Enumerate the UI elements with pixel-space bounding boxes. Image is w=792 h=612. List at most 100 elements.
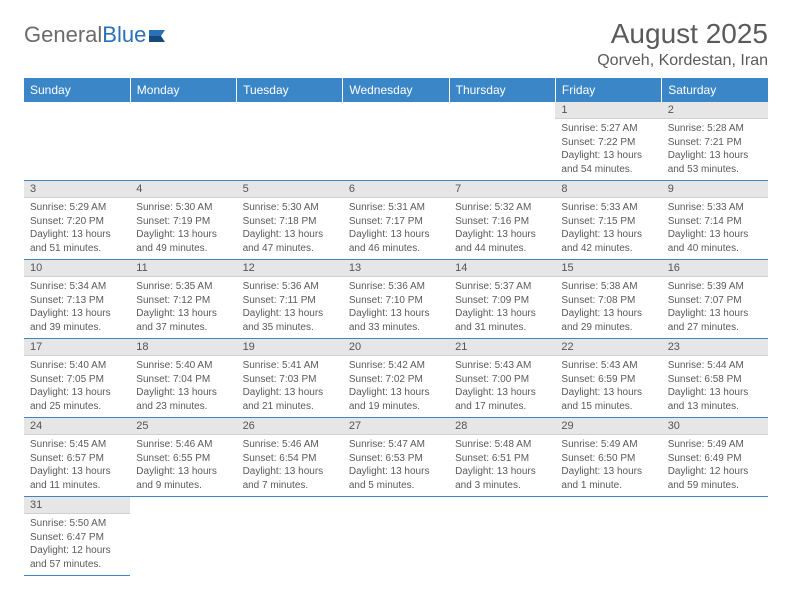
sunset-line: Sunset: 7:09 PM [455, 294, 549, 308]
calendar-cell: 19Sunrise: 5:41 AMSunset: 7:03 PMDayligh… [237, 339, 343, 418]
day-body: Sunrise: 5:38 AMSunset: 7:08 PMDaylight:… [555, 277, 661, 338]
day-body: Sunrise: 5:35 AMSunset: 7:12 PMDaylight:… [130, 277, 236, 338]
calendar-cell: 31Sunrise: 5:50 AMSunset: 6:47 PMDayligh… [24, 497, 130, 576]
calendar-cell-empty [130, 497, 236, 576]
sunrise-line: Sunrise: 5:28 AM [668, 122, 762, 136]
day-number: 22 [555, 339, 661, 356]
day-number: 16 [662, 260, 768, 277]
day-number: 29 [555, 418, 661, 435]
calendar-cell: 5Sunrise: 5:30 AMSunset: 7:18 PMDaylight… [237, 181, 343, 260]
calendar-cell-empty [24, 102, 130, 181]
calendar-head: SundayMondayTuesdayWednesdayThursdayFrid… [24, 78, 768, 102]
day-number: 24 [24, 418, 130, 435]
sunset-line: Sunset: 7:08 PM [561, 294, 655, 308]
calendar-cell: 25Sunrise: 5:46 AMSunset: 6:55 PMDayligh… [130, 418, 236, 497]
calendar-cell-empty [555, 497, 661, 576]
daylight-line: Daylight: 13 hours and 51 minutes. [30, 228, 124, 255]
sunset-line: Sunset: 7:04 PM [136, 373, 230, 387]
sunrise-line: Sunrise: 5:41 AM [243, 359, 337, 373]
calendar-cell: 12Sunrise: 5:36 AMSunset: 7:11 PMDayligh… [237, 260, 343, 339]
daylight-line: Daylight: 13 hours and 37 minutes. [136, 307, 230, 334]
day-header: Wednesday [343, 78, 449, 102]
calendar-cell-empty [662, 497, 768, 576]
daylight-line: Daylight: 13 hours and 15 minutes. [561, 386, 655, 413]
sunset-line: Sunset: 6:47 PM [30, 531, 124, 545]
calendar-cell: 26Sunrise: 5:46 AMSunset: 6:54 PMDayligh… [237, 418, 343, 497]
day-body: Sunrise: 5:36 AMSunset: 7:10 PMDaylight:… [343, 277, 449, 338]
day-body: Sunrise: 5:31 AMSunset: 7:17 PMDaylight:… [343, 198, 449, 259]
day-number: 18 [130, 339, 236, 356]
daylight-line: Daylight: 13 hours and 39 minutes. [30, 307, 124, 334]
sunrise-line: Sunrise: 5:33 AM [561, 201, 655, 215]
calendar-cell: 9Sunrise: 5:33 AMSunset: 7:14 PMDaylight… [662, 181, 768, 260]
calendar-cell: 1Sunrise: 5:27 AMSunset: 7:22 PMDaylight… [555, 102, 661, 181]
day-number: 30 [662, 418, 768, 435]
sunrise-line: Sunrise: 5:36 AM [349, 280, 443, 294]
daylight-line: Daylight: 13 hours and 25 minutes. [30, 386, 124, 413]
day-body: Sunrise: 5:33 AMSunset: 7:15 PMDaylight:… [555, 198, 661, 259]
sunrise-line: Sunrise: 5:49 AM [561, 438, 655, 452]
day-number: 9 [662, 181, 768, 198]
day-body: Sunrise: 5:41 AMSunset: 7:03 PMDaylight:… [237, 356, 343, 417]
sunset-line: Sunset: 7:11 PM [243, 294, 337, 308]
sunset-line: Sunset: 7:19 PM [136, 215, 230, 229]
daylight-line: Daylight: 12 hours and 59 minutes. [668, 465, 762, 492]
day-header: Sunday [24, 78, 130, 102]
day-body: Sunrise: 5:46 AMSunset: 6:55 PMDaylight:… [130, 435, 236, 496]
day-body: Sunrise: 5:30 AMSunset: 7:19 PMDaylight:… [130, 198, 236, 259]
sunrise-line: Sunrise: 5:47 AM [349, 438, 443, 452]
day-body: Sunrise: 5:49 AMSunset: 6:49 PMDaylight:… [662, 435, 768, 496]
daylight-line: Daylight: 13 hours and 5 minutes. [349, 465, 443, 492]
day-body: Sunrise: 5:47 AMSunset: 6:53 PMDaylight:… [343, 435, 449, 496]
calendar-cell: 30Sunrise: 5:49 AMSunset: 6:49 PMDayligh… [662, 418, 768, 497]
calendar-cell: 14Sunrise: 5:37 AMSunset: 7:09 PMDayligh… [449, 260, 555, 339]
calendar-cell: 10 Sunrise: 5:34 AMSunset: 7:13 PMDayligh… [24, 260, 130, 339]
calendar-cell: 22Sunrise: 5:43 AMSunset: 6:59 PMDayligh… [555, 339, 661, 418]
daylight-line: Daylight: 13 hours and 53 minutes. [668, 149, 762, 176]
day-header: Saturday [662, 78, 768, 102]
daylight-line: Daylight: 12 hours and 57 minutes. [30, 544, 124, 571]
calendar-cell: 2Sunrise: 5:28 AMSunset: 7:21 PMDaylight… [662, 102, 768, 181]
sunrise-line: Sunrise: 5:39 AM [668, 280, 762, 294]
sunset-line: Sunset: 7:22 PM [561, 136, 655, 150]
day-body: Sunrise: 5:40 AMSunset: 7:04 PMDaylight:… [130, 356, 236, 417]
sunrise-line: Sunrise: 5:38 AM [561, 280, 655, 294]
day-header: Monday [130, 78, 236, 102]
calendar-cell: 24Sunrise: 5:45 AMSunset: 6:57 PMDayligh… [24, 418, 130, 497]
daylight-line: Daylight: 13 hours and 23 minutes. [136, 386, 230, 413]
daylight-line: Daylight: 13 hours and 44 minutes. [455, 228, 549, 255]
sunset-line: Sunset: 7:03 PM [243, 373, 337, 387]
brand-first: General [24, 22, 102, 48]
sunrise-line: Sunrise: 5:40 AM [30, 359, 124, 373]
day-body: Sunrise: 5:32 AMSunset: 7:16 PMDaylight:… [449, 198, 555, 259]
day-number: 3 [24, 181, 130, 198]
day-number: 11 [130, 260, 236, 277]
sunset-line: Sunset: 7:13 PM [30, 294, 124, 308]
sunset-line: Sunset: 7:10 PM [349, 294, 443, 308]
brand-second: Blue [102, 22, 146, 48]
calendar-cell: 23Sunrise: 5:44 AMSunset: 6:58 PMDayligh… [662, 339, 768, 418]
day-number: 4 [130, 181, 236, 198]
day-body: Sunrise: 5:43 AMSunset: 6:59 PMDaylight:… [555, 356, 661, 417]
day-number: 31 [24, 497, 130, 514]
sunset-line: Sunset: 7:14 PM [668, 215, 762, 229]
day-number: 19 [237, 339, 343, 356]
day-number: 17 [24, 339, 130, 356]
day-body: Sunrise: 5:40 AMSunset: 7:05 PMDaylight:… [24, 356, 130, 417]
sunset-line: Sunset: 7:18 PM [243, 215, 337, 229]
day-number: 2 [662, 102, 768, 119]
sunrise-line: Sunrise: 5:50 AM [30, 517, 124, 531]
sunset-line: Sunset: 6:51 PM [455, 452, 549, 466]
sunset-line: Sunset: 7:02 PM [349, 373, 443, 387]
daylight-line: Daylight: 13 hours and 1 minute. [561, 465, 655, 492]
sunrise-line: Sunrise: 5:34 AM [30, 280, 124, 294]
day-number: 26 [237, 418, 343, 435]
day-number: 10 [24, 260, 130, 277]
day-body: Sunrise: 5:50 AMSunset: 6:47 PMDaylight:… [24, 514, 130, 575]
calendar-cell-empty [343, 497, 449, 576]
sunset-line: Sunset: 7:20 PM [30, 215, 124, 229]
calendar-cell: 13Sunrise: 5:36 AMSunset: 7:10 PMDayligh… [343, 260, 449, 339]
day-number: 23 [662, 339, 768, 356]
month-title: August 2025 [597, 18, 768, 50]
daylight-line: Daylight: 13 hours and 42 minutes. [561, 228, 655, 255]
